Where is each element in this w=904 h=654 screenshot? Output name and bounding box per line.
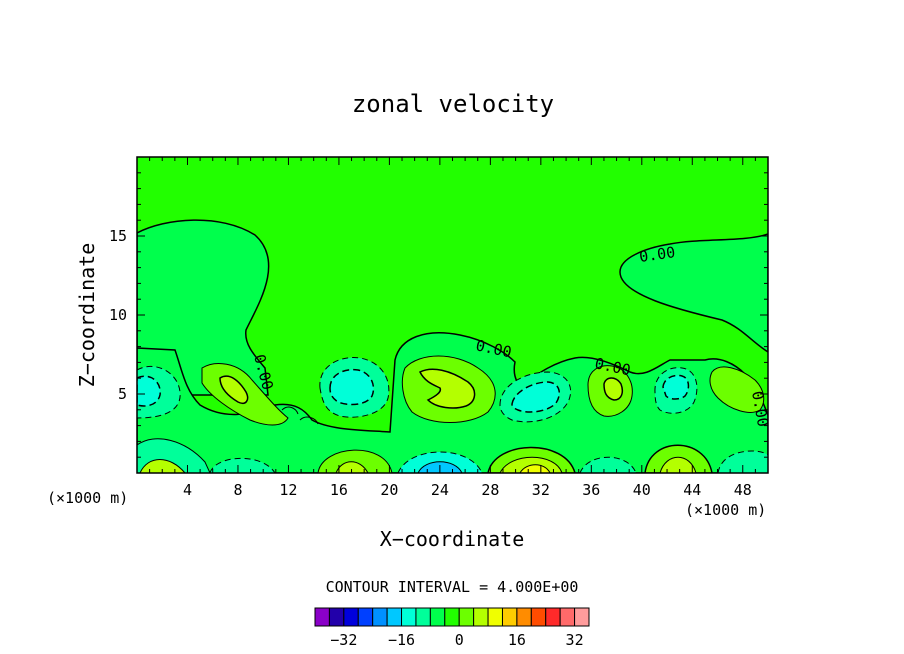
x-tick-label: 20 xyxy=(380,481,398,499)
chart-title: zonal velocity xyxy=(352,90,554,118)
colorbar-swatch xyxy=(458,607,475,627)
colorbar-swatch xyxy=(545,607,561,627)
colorbar-swatch xyxy=(328,607,345,627)
colorbar-swatch xyxy=(357,607,374,627)
contour-fill-bottom-36 xyxy=(579,456,637,473)
colorbar-swatch xyxy=(473,607,489,627)
x-unit-right: (×1000 m) xyxy=(685,501,766,519)
contour-plot-area: 0.00 0.00 0.00 0.00 0.00 xyxy=(137,157,772,473)
colorbar-swatch xyxy=(487,607,503,627)
colorbar-swatch xyxy=(401,607,417,627)
colorbar-swatch xyxy=(372,607,388,627)
x-tick-label: 36 xyxy=(582,481,600,499)
x-tick-label: 8 xyxy=(233,481,242,499)
colorbar-tick-label: 16 xyxy=(508,631,526,649)
y-tick-label: 10 xyxy=(109,306,127,324)
x-axis: 4 8 12 16 20 24 28 32 36 40 44 48 xyxy=(136,157,769,499)
colorbar-swatch xyxy=(574,607,590,627)
contour-fill-pos-47 xyxy=(709,366,765,413)
colorbar-swatch xyxy=(429,607,446,627)
contour-interval-caption: CONTOUR INTERVAL = 4.000E+00 xyxy=(326,578,579,596)
contour-small-feature xyxy=(281,406,319,425)
contour-fill-neg-31-core xyxy=(511,381,561,413)
x-tick-label: 32 xyxy=(532,481,550,499)
colorbar-swatch xyxy=(386,607,403,627)
x-tick-label: 28 xyxy=(481,481,499,499)
x-tick-label: 24 xyxy=(431,481,449,499)
colorbar-swatch xyxy=(516,607,532,627)
contour-fill-neg-18-core xyxy=(329,368,375,406)
x-tick-label: 4 xyxy=(183,481,192,499)
colorbar-tick-label: −32 xyxy=(330,631,357,649)
colorbar-swatch xyxy=(444,607,460,627)
colorbar-tick-label: 0 xyxy=(455,631,464,649)
y-tick-label: 5 xyxy=(118,385,127,403)
contour-fill-neg-left-core xyxy=(137,375,161,407)
x-tick-label: 40 xyxy=(633,481,651,499)
colorbar-swatch xyxy=(415,607,431,627)
colorbar-swatch xyxy=(530,607,547,627)
contour-fill-upper-right xyxy=(619,233,768,353)
y-axis: 5 10 15 xyxy=(109,156,768,474)
contour-fill-bottom-8 xyxy=(209,457,276,473)
x-tick-label: 12 xyxy=(279,481,297,499)
colorbar-tick-label: −16 xyxy=(388,631,415,649)
x-tick-label: 48 xyxy=(734,481,752,499)
x-unit-left: (×1000 m) xyxy=(47,489,128,507)
contour-fill-pos-24-core xyxy=(418,368,476,409)
colorbar-swatch xyxy=(501,607,518,627)
contour-fill-pos-8-core xyxy=(219,375,249,404)
contour-fill-bottom-16 xyxy=(317,449,393,473)
contour-fill-pos-37-core xyxy=(603,377,624,401)
contour-fill-neg-42-core xyxy=(662,374,690,400)
x-tick-label: 16 xyxy=(330,481,348,499)
colorbar-swatch xyxy=(314,607,330,627)
colorbar-tick-label: 32 xyxy=(566,631,584,649)
x-tick-label: 44 xyxy=(683,481,701,499)
colorbar-swatch xyxy=(343,607,359,627)
y-tick-label: 15 xyxy=(109,227,127,245)
contour-label-zero-upper-right: 0.00 xyxy=(638,243,676,266)
colorbar-swatch xyxy=(559,607,576,627)
colorbar: −32 −16 0 16 32 xyxy=(314,607,590,649)
contour-label-zero-right-edge: 0.00 xyxy=(748,390,772,429)
y-axis-label: Z−coordinate xyxy=(75,243,99,388)
x-axis-label: X−coordinate xyxy=(380,527,525,551)
